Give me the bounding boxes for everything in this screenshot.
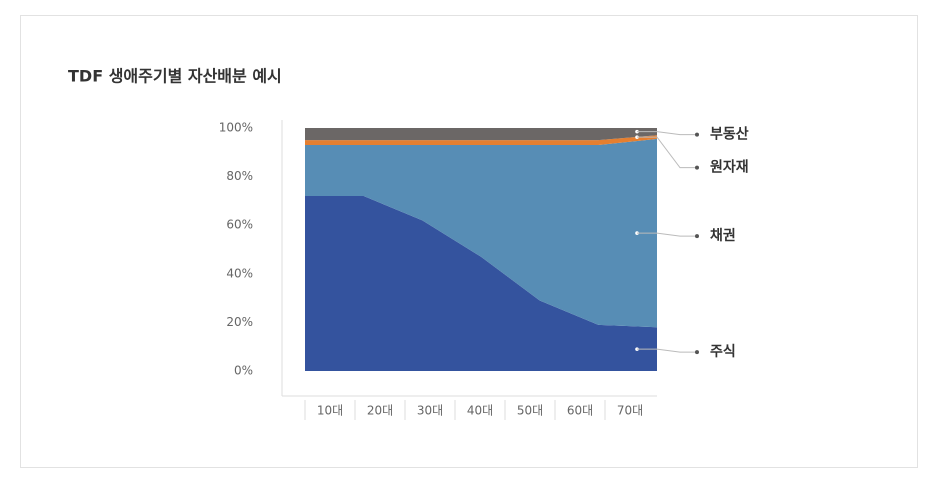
- legend-label: 주식: [710, 344, 736, 360]
- area: [305, 196, 657, 371]
- x-tick-label: 40대: [467, 404, 493, 418]
- x-tick-label: 70대: [617, 404, 643, 418]
- legend-dot: [695, 234, 699, 239]
- x-tick-label: 60대: [567, 404, 593, 418]
- y-tick-label: 20%: [226, 315, 253, 329]
- y-tick-label: 40%: [226, 266, 253, 280]
- area: [305, 138, 657, 328]
- legend-leader: [637, 348, 697, 353]
- chart-title: TDF 생애주기별 자산배분 예시: [68, 67, 282, 86]
- legend-dot: [695, 350, 699, 355]
- legend-label: 채권: [710, 228, 736, 244]
- x-tick-label: 20대: [367, 404, 393, 418]
- x-tick-label: 50대: [517, 404, 543, 418]
- area: [305, 128, 657, 141]
- legend-leader: [637, 232, 697, 237]
- legend-dot: [695, 165, 699, 170]
- y-tick-label: 0%: [234, 364, 253, 378]
- legend-label: 부동산: [710, 126, 749, 143]
- y-tick-label: 60%: [226, 218, 253, 232]
- x-tick-label: 10대: [317, 404, 343, 418]
- y-tick-label: 100%: [219, 121, 253, 135]
- legend-leader: [637, 136, 697, 169]
- legend-label: 원자재: [710, 160, 749, 176]
- legend-leader: [637, 131, 697, 136]
- legend-dot: [695, 132, 699, 137]
- y-tick-label: 80%: [226, 169, 253, 183]
- x-tick-label: 30대: [417, 404, 443, 418]
